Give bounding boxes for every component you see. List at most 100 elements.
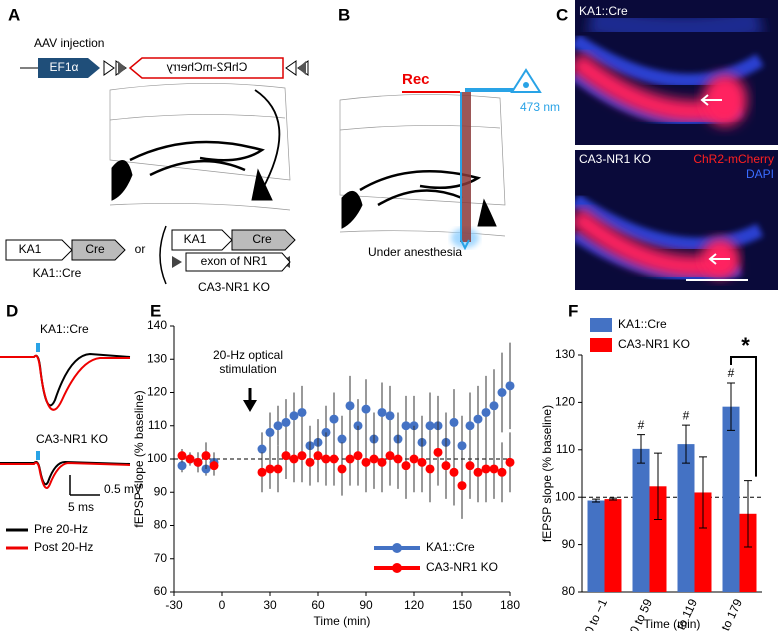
trace-post bbox=[0, 461, 131, 489]
legend-marker bbox=[392, 543, 402, 553]
data-point bbox=[441, 461, 451, 471]
x-tick-label: 0 bbox=[219, 598, 226, 612]
bar bbox=[587, 500, 605, 592]
image-label: CA3-NR1 KO bbox=[579, 152, 651, 166]
gene-label: ChR2-mCherry bbox=[167, 60, 248, 74]
bar bbox=[694, 492, 712, 592]
data-point bbox=[465, 461, 475, 471]
data-point bbox=[497, 388, 507, 397]
data-point bbox=[425, 464, 435, 474]
data-point bbox=[449, 417, 459, 427]
bar bbox=[677, 444, 695, 592]
data-point bbox=[489, 464, 499, 474]
error-bar bbox=[682, 424, 690, 464]
laser-dot bbox=[523, 82, 529, 88]
data-point bbox=[377, 457, 387, 467]
panel-label: A bbox=[8, 5, 20, 24]
y-tick-label: 80 bbox=[154, 518, 168, 532]
micrograph bbox=[575, 150, 778, 290]
x-tick-label: 180 bbox=[500, 598, 520, 612]
data-point bbox=[425, 421, 435, 431]
y-tick-label: 60 bbox=[154, 584, 168, 598]
annotation: 20-Hz optical bbox=[213, 348, 283, 362]
data-point bbox=[265, 427, 275, 437]
data-point bbox=[177, 451, 187, 461]
data-point bbox=[265, 464, 275, 474]
data-point bbox=[377, 407, 387, 417]
x-tick-label: 30 bbox=[263, 598, 277, 612]
data-point bbox=[401, 461, 411, 471]
cre-box bbox=[71, 239, 126, 261]
legend-label: CA3-NR1 KO bbox=[426, 560, 498, 574]
legend-marker bbox=[392, 563, 402, 573]
y-tick-label: 130 bbox=[147, 351, 167, 365]
error-bar bbox=[744, 480, 752, 548]
data-point bbox=[409, 454, 419, 464]
error-bar bbox=[592, 498, 600, 503]
legend-label: KA1::Cre bbox=[426, 540, 475, 554]
data-point bbox=[345, 401, 355, 411]
trace-pre bbox=[0, 352, 131, 407]
error-bar bbox=[699, 456, 707, 529]
ka1-label: KA1 bbox=[184, 232, 207, 246]
data-point bbox=[289, 411, 299, 421]
legend-label: CA3-NR1 KO bbox=[618, 337, 690, 351]
data-point bbox=[473, 414, 483, 424]
data-point bbox=[177, 461, 187, 471]
y-tick-label: 90 bbox=[154, 484, 168, 498]
data-point bbox=[337, 464, 347, 474]
data-point bbox=[473, 467, 483, 477]
stain-label: ChR2-mCherry bbox=[693, 152, 774, 166]
y-tick-label: 110 bbox=[148, 418, 167, 432]
significance-mark: # bbox=[683, 408, 690, 422]
data-point bbox=[449, 467, 459, 477]
legend-swatch bbox=[590, 338, 612, 352]
error-bar bbox=[727, 382, 735, 431]
aav-label: AAV injection bbox=[34, 36, 104, 50]
wavelength-label: 473 nm bbox=[520, 100, 560, 114]
scale-bar bbox=[69, 475, 100, 496]
x-tick-label: 90 bbox=[359, 598, 373, 612]
image-label: KA1::Cre bbox=[579, 4, 628, 18]
panel-label: C bbox=[556, 5, 568, 24]
data-point bbox=[345, 454, 355, 464]
ka1-box bbox=[171, 229, 233, 251]
scale-label: 5 ms bbox=[68, 500, 94, 514]
caption: Under anesthesia bbox=[368, 245, 462, 259]
lox-site bbox=[298, 61, 306, 75]
cre-label: Cre bbox=[252, 232, 272, 246]
data-point bbox=[193, 457, 203, 467]
legend-label: Post 20-Hz bbox=[34, 540, 93, 554]
trace-label: CA3-NR1 KO bbox=[36, 432, 108, 446]
trace-label: KA1::Cre bbox=[40, 322, 89, 336]
panel-label: B bbox=[338, 5, 350, 24]
brain-slice bbox=[109, 83, 291, 211]
data-point bbox=[457, 481, 467, 491]
significance-mark: # bbox=[728, 366, 735, 380]
data-point bbox=[297, 451, 307, 461]
x-tick-label: 120 bbox=[404, 598, 424, 612]
legend-label: Pre 20-Hz bbox=[34, 522, 88, 536]
stim-mark bbox=[36, 451, 40, 460]
data-point bbox=[209, 461, 219, 471]
bar bbox=[632, 448, 650, 592]
data-point bbox=[273, 421, 283, 431]
data-point bbox=[497, 467, 507, 477]
y-tick-label: 140 bbox=[147, 318, 167, 332]
y-tick-label: 100 bbox=[147, 451, 167, 465]
data-point bbox=[465, 421, 475, 431]
data-point bbox=[361, 404, 371, 414]
brain-slice bbox=[339, 94, 506, 237]
cre-label: Cre bbox=[85, 242, 105, 256]
data-point bbox=[185, 454, 195, 464]
error-bar bbox=[654, 452, 662, 520]
probe bbox=[460, 92, 471, 242]
data-point bbox=[369, 454, 379, 464]
bar bbox=[739, 513, 757, 592]
annotation: stimulation bbox=[219, 362, 276, 376]
y-tick-label: 70 bbox=[154, 551, 168, 565]
data-point bbox=[417, 457, 427, 467]
data-point bbox=[329, 414, 339, 424]
error-bar bbox=[637, 434, 645, 464]
